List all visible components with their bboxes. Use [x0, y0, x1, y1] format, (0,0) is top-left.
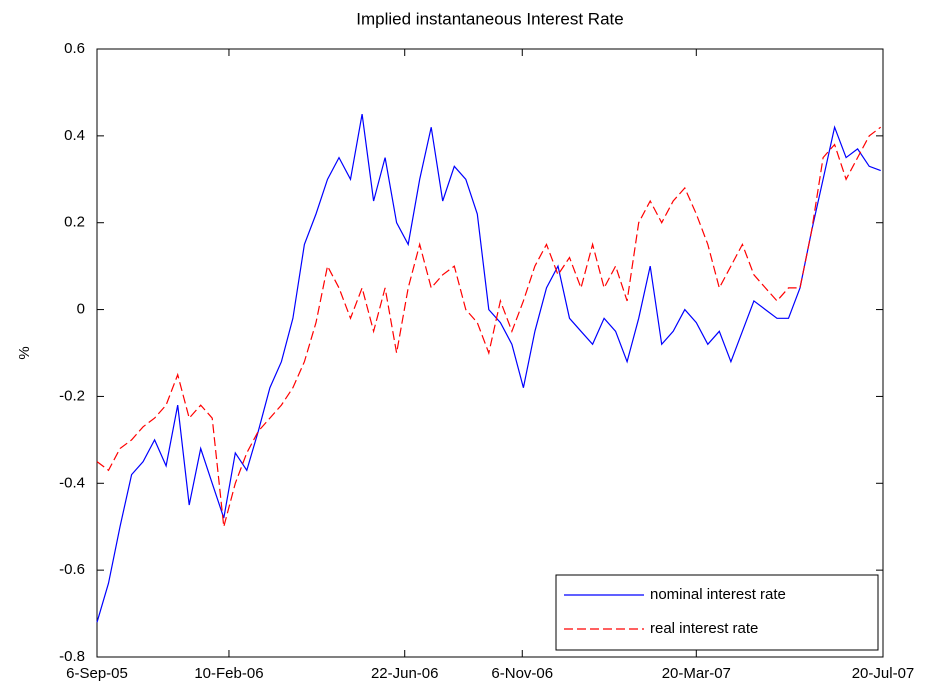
y-axis-label: %: [16, 346, 33, 359]
x-tick-label: 20-Jul-07: [852, 665, 915, 682]
y-tick-label: -0.8: [59, 648, 85, 665]
y-tick-label: 0: [77, 301, 85, 318]
x-tick-label: 20-Mar-07: [662, 665, 731, 682]
y-tick-label: -0.2: [59, 387, 85, 404]
x-tick-label: 6-Nov-06: [491, 665, 553, 682]
series-line: [96, 113, 881, 623]
y-tick-label: 0.6: [64, 40, 85, 57]
y-tick-label: -0.6: [59, 561, 85, 578]
legend-label: nominal interest rate: [650, 586, 786, 603]
chart-title: Implied instantaneous Interest Rate: [356, 9, 623, 28]
series-line: [96, 126, 882, 527]
x-tick-label: 22-Jun-06: [371, 665, 439, 682]
plot-area: [96, 48, 884, 658]
x-tick-label: 6-Sep-05: [66, 665, 128, 682]
y-tick-label: -0.4: [59, 474, 85, 491]
legend-box: [555, 574, 879, 651]
y-tick-label: 0.2: [64, 214, 85, 231]
y-tick-label: 0.4: [64, 127, 85, 144]
x-tick-label: 10-Feb-06: [194, 665, 263, 682]
legend-label: real interest rate: [650, 620, 758, 637]
